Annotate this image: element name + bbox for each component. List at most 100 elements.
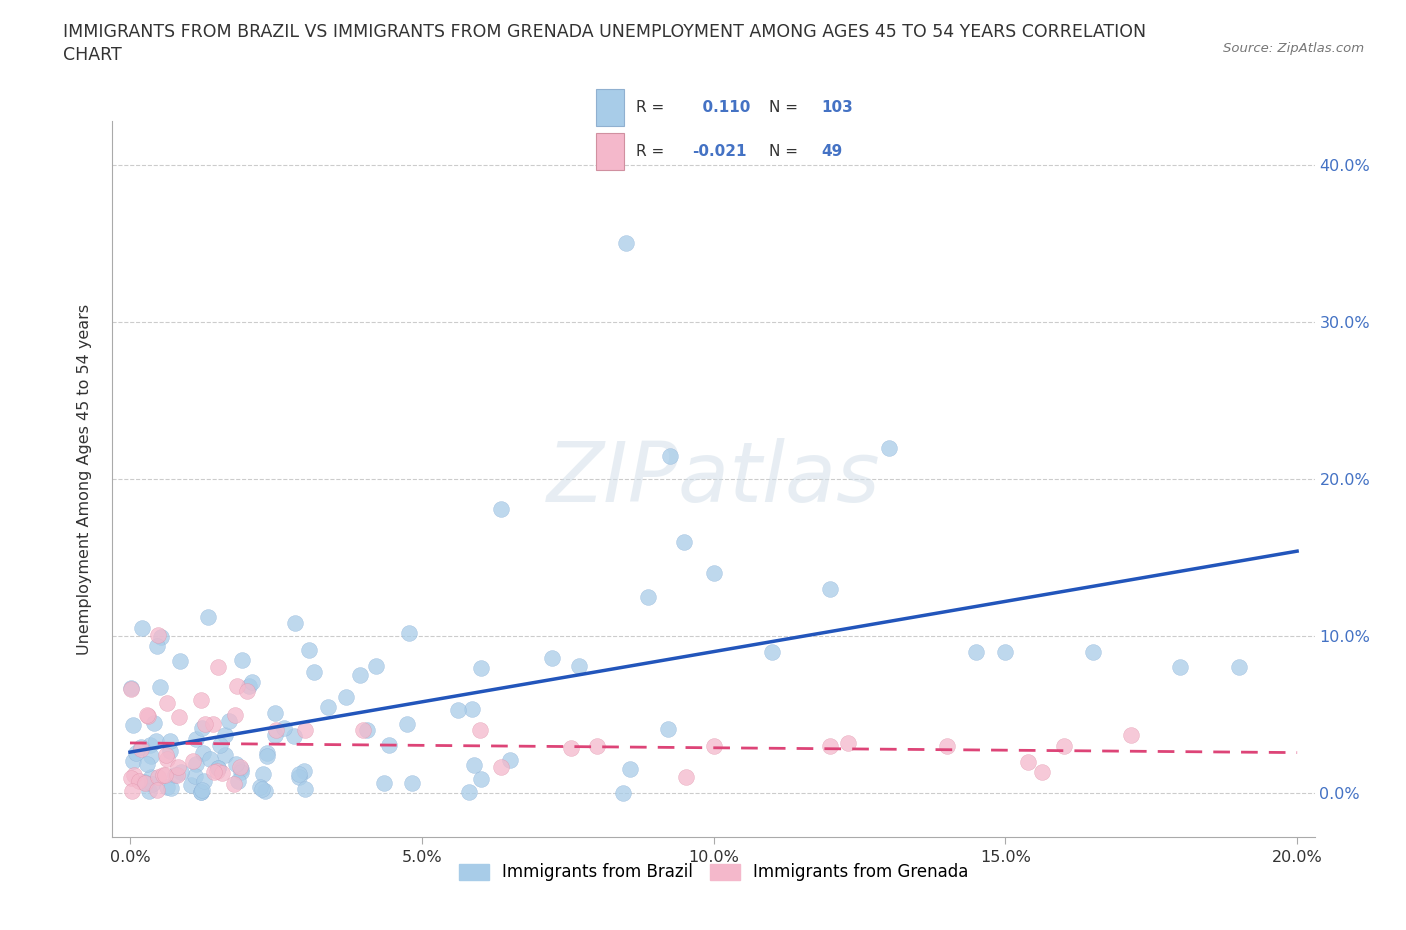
Point bbox=[994, 644, 1017, 659]
Point bbox=[207, 761, 229, 776]
Point bbox=[180, 777, 202, 792]
Point bbox=[294, 781, 316, 796]
Point bbox=[122, 768, 145, 783]
Point bbox=[138, 737, 160, 752]
Point bbox=[249, 780, 271, 795]
Point bbox=[153, 767, 176, 782]
Point bbox=[128, 774, 150, 789]
Point bbox=[191, 746, 214, 761]
Point bbox=[141, 777, 163, 791]
Text: CHART: CHART bbox=[63, 46, 122, 64]
Point bbox=[703, 565, 725, 580]
Point bbox=[460, 702, 482, 717]
Text: -0.021: -0.021 bbox=[692, 143, 747, 159]
Point bbox=[207, 761, 229, 776]
Point bbox=[401, 776, 423, 790]
Point bbox=[637, 590, 659, 604]
Point bbox=[820, 738, 842, 753]
Point bbox=[146, 770, 169, 785]
Point bbox=[159, 734, 181, 749]
Point bbox=[673, 535, 696, 550]
Point bbox=[263, 705, 285, 720]
Point bbox=[156, 751, 179, 766]
Point bbox=[120, 682, 142, 697]
Point bbox=[165, 767, 187, 782]
Point bbox=[169, 654, 191, 669]
Point bbox=[129, 739, 152, 754]
Point bbox=[761, 644, 783, 659]
Point bbox=[256, 749, 278, 764]
Point bbox=[228, 760, 250, 775]
Point bbox=[138, 784, 160, 799]
Point bbox=[585, 738, 607, 753]
Y-axis label: Unemployment Among Ages 45 to 54 years: Unemployment Among Ages 45 to 54 years bbox=[77, 303, 91, 655]
Text: R =: R = bbox=[636, 143, 664, 159]
Point bbox=[657, 722, 679, 737]
Point bbox=[193, 774, 215, 789]
Point bbox=[190, 785, 212, 800]
Point bbox=[352, 723, 374, 737]
Point bbox=[457, 785, 479, 800]
Point bbox=[398, 626, 420, 641]
Point bbox=[468, 723, 491, 737]
Point bbox=[612, 786, 634, 801]
Point bbox=[224, 707, 246, 722]
Point bbox=[231, 653, 253, 668]
Text: N =: N = bbox=[769, 100, 799, 114]
Point bbox=[121, 753, 143, 768]
Point bbox=[463, 758, 485, 773]
Point bbox=[167, 710, 190, 724]
Point bbox=[214, 727, 236, 742]
Point bbox=[240, 674, 263, 689]
Point bbox=[141, 770, 163, 785]
Point bbox=[129, 742, 152, 757]
Bar bbox=[596, 133, 624, 169]
Point bbox=[146, 783, 169, 798]
Point bbox=[146, 628, 169, 643]
Point bbox=[181, 753, 204, 768]
Point bbox=[156, 696, 179, 711]
Point bbox=[170, 765, 193, 780]
Point bbox=[250, 782, 273, 797]
Point bbox=[703, 738, 725, 753]
Point bbox=[121, 717, 143, 732]
Point bbox=[820, 581, 842, 596]
Point bbox=[1017, 754, 1039, 769]
Text: Source: ZipAtlas.com: Source: ZipAtlas.com bbox=[1223, 42, 1364, 55]
Point bbox=[134, 776, 156, 790]
Point bbox=[231, 762, 253, 777]
Point bbox=[202, 764, 225, 779]
Point bbox=[447, 703, 470, 718]
Point bbox=[194, 716, 217, 731]
Point bbox=[226, 774, 249, 789]
Point bbox=[378, 738, 401, 753]
Point bbox=[1121, 728, 1143, 743]
Point bbox=[288, 770, 311, 785]
Point bbox=[238, 679, 260, 694]
Point bbox=[160, 780, 183, 795]
Text: ZIPatlas: ZIPatlas bbox=[547, 438, 880, 520]
Point bbox=[218, 713, 240, 728]
Point bbox=[146, 638, 169, 653]
Point bbox=[560, 741, 582, 756]
Point bbox=[837, 735, 859, 750]
Point bbox=[395, 716, 418, 731]
Point bbox=[619, 762, 641, 777]
Point bbox=[224, 777, 246, 791]
Text: N =: N = bbox=[769, 143, 799, 159]
Point bbox=[121, 783, 143, 798]
Point bbox=[132, 775, 155, 790]
Point bbox=[120, 681, 142, 696]
Point bbox=[150, 630, 173, 644]
Point bbox=[540, 651, 562, 666]
Point bbox=[252, 766, 274, 781]
Point bbox=[211, 765, 233, 780]
Point bbox=[1227, 660, 1250, 675]
Point bbox=[273, 721, 295, 736]
Point bbox=[198, 751, 221, 766]
Point bbox=[136, 756, 159, 771]
Point bbox=[214, 748, 236, 763]
Point bbox=[145, 733, 167, 748]
Point bbox=[197, 609, 219, 624]
Point bbox=[294, 723, 316, 737]
